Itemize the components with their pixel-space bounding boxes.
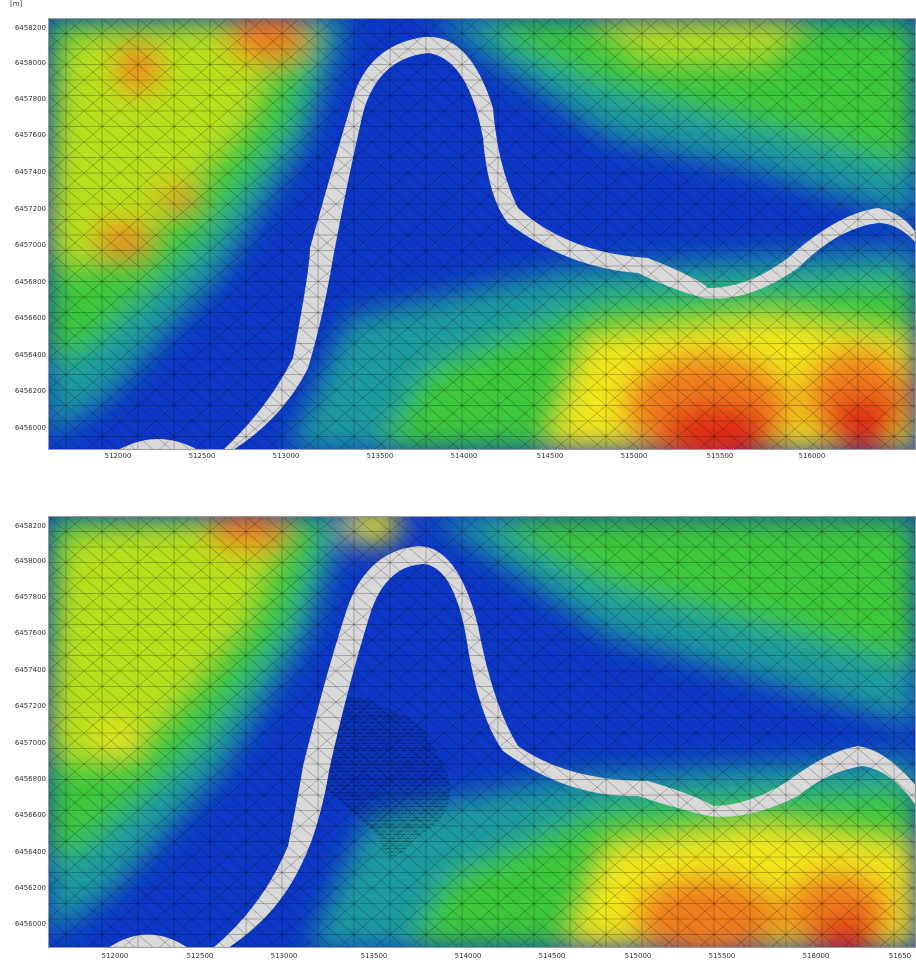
x-tick-label: 515000 xyxy=(620,452,648,460)
y-tick-label: 6456600 xyxy=(14,314,46,322)
y-tick-label: 6457800 xyxy=(14,95,46,103)
y-tick-label: 6458200 xyxy=(14,24,46,32)
x-tick-label: 514500 xyxy=(538,952,566,960)
x-tick-label: 514000 xyxy=(450,452,478,460)
x-axis-labels: 512000 512500 513000 513500 514000 51450… xyxy=(48,452,916,464)
y-tick-label: 6457400 xyxy=(14,168,46,176)
x-tick-label: 512000 xyxy=(104,452,132,460)
x-tick-label: 51650 xyxy=(888,952,912,960)
x-tick-label: 512500 xyxy=(188,452,216,460)
y-tick-label: 6457000 xyxy=(14,241,46,249)
map-svg xyxy=(48,516,916,948)
x-tick-label: 512500 xyxy=(186,952,214,960)
x-tick-label: 513000 xyxy=(270,952,298,960)
y-tick-label: 6457400 xyxy=(14,666,46,674)
y-tick-label: 6456400 xyxy=(14,848,46,856)
y-tick-label: 6456200 xyxy=(14,884,46,892)
y-tick-label: 6456000 xyxy=(14,424,46,432)
x-tick-label: 513500 xyxy=(366,452,394,460)
x-tick-label: 515500 xyxy=(706,452,734,460)
mesh-overlay xyxy=(48,516,916,948)
map-panel-bottom: 6458200 6458000 6457800 6457600 6457400 … xyxy=(0,506,916,968)
x-tick-label: 516000 xyxy=(802,952,830,960)
y-tick-label: 6457200 xyxy=(14,702,46,710)
map-svg xyxy=(48,18,916,450)
bathymetry-map-top xyxy=(48,18,916,450)
y-tick-label: 6456000 xyxy=(14,920,46,928)
y-tick-label: 6458200 xyxy=(14,522,46,530)
y-axis-labels: 6458200 6458000 6457800 6457600 6457400 … xyxy=(0,506,48,956)
x-tick-label: 516000 xyxy=(798,452,826,460)
mesh-overlay xyxy=(48,18,916,450)
x-tick-label: 513000 xyxy=(272,452,300,460)
y-tick-label: 6458000 xyxy=(14,557,46,565)
y-tick-label: 6457600 xyxy=(14,131,46,139)
bathymetry-map-bottom xyxy=(48,516,916,948)
y-tick-label: 6456800 xyxy=(14,278,46,286)
map-panel-top: [m] 6458200 6458000 6457800 6457600 6457… xyxy=(0,0,916,468)
x-tick-label: 512000 xyxy=(101,952,129,960)
x-tick-label: 514000 xyxy=(454,952,482,960)
unit-label: [m] xyxy=(10,0,23,8)
y-tick-label: 6456400 xyxy=(14,351,46,359)
x-tick-label: 515000 xyxy=(624,952,652,960)
y-tick-label: 6456600 xyxy=(14,811,46,819)
y-axis-labels: 6458200 6458000 6457800 6457600 6457400 … xyxy=(0,0,48,460)
x-tick-label: 513500 xyxy=(360,952,388,960)
y-tick-label: 6456200 xyxy=(14,387,46,395)
y-tick-label: 6456800 xyxy=(14,775,46,783)
y-tick-label: 6457600 xyxy=(14,629,46,637)
x-axis-labels: 512000 512500 513000 513500 514000 51450… xyxy=(48,952,916,964)
y-tick-label: 6457800 xyxy=(14,593,46,601)
x-tick-label: 514500 xyxy=(536,452,564,460)
y-tick-label: 6457000 xyxy=(14,739,46,747)
x-tick-label: 515500 xyxy=(708,952,736,960)
y-tick-label: 6458000 xyxy=(14,59,46,67)
y-tick-label: 6457200 xyxy=(14,205,46,213)
